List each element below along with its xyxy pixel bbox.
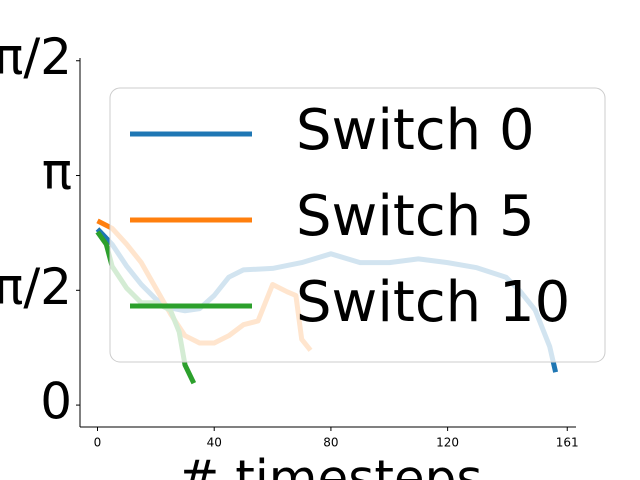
y-tick-label: 3π/2 xyxy=(0,28,72,86)
x-tick-label: 161 xyxy=(556,436,579,450)
legend-box xyxy=(109,87,606,363)
x-tick-label: 120 xyxy=(436,436,459,450)
x-tick-label: 80 xyxy=(323,436,338,450)
x-axis-label: # timesteps xyxy=(178,450,483,480)
x-tick-label: 40 xyxy=(207,436,222,450)
x-tick-label: 0 xyxy=(94,436,102,450)
y-tick-label: π xyxy=(42,143,72,201)
y-tick-label: π/2 xyxy=(0,258,72,316)
legend-label: Switch 0 xyxy=(296,98,535,163)
legend-label: Switch 5 xyxy=(296,184,535,249)
y-tick-label: 0 xyxy=(40,373,72,431)
legend-label: Switch 10 xyxy=(296,270,570,335)
